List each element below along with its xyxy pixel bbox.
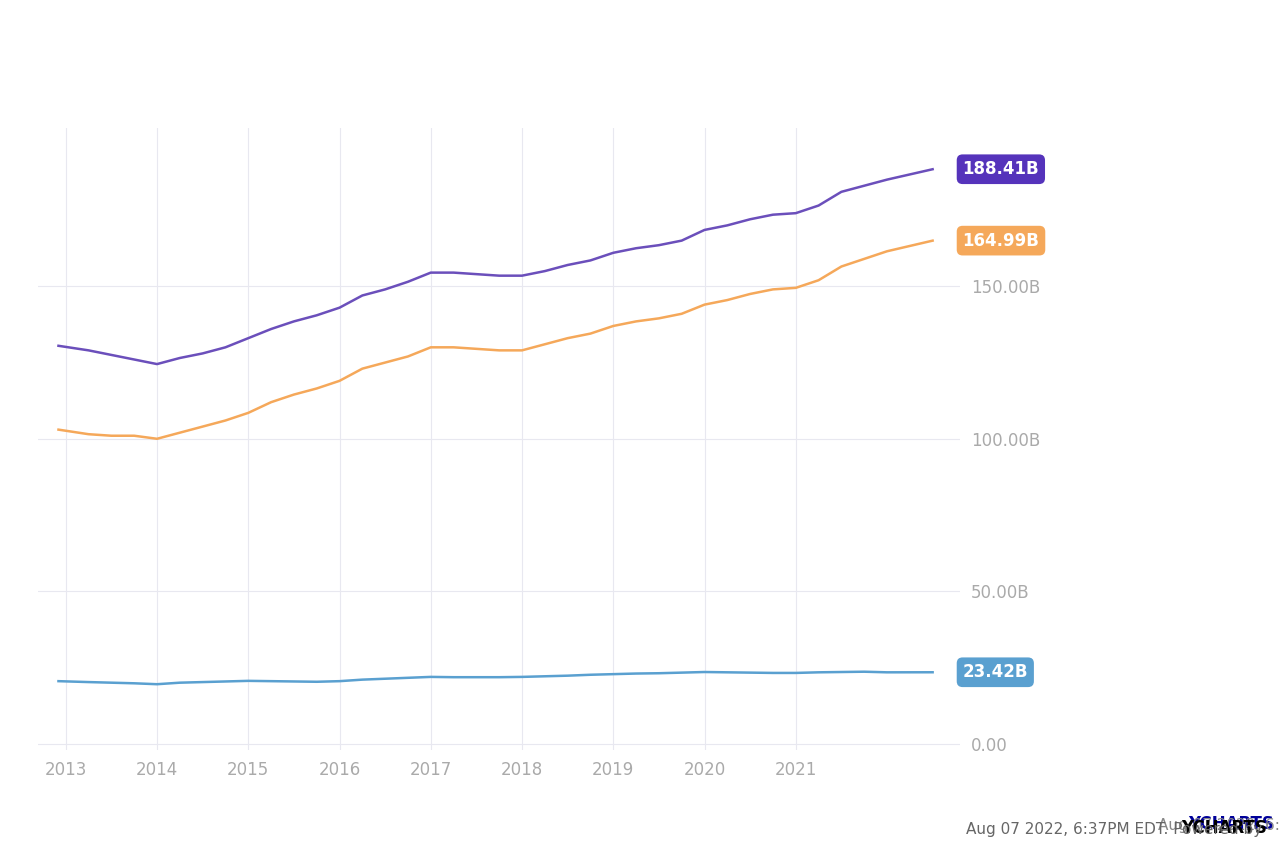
Text: Aug 07 2022, 6:37PM EDT. Powered by: Aug 07 2022, 6:37PM EDT. Powered by: [1158, 818, 1280, 833]
Text: Aug 07 2022, 6:37PM EDT. Powered by: Aug 07 2022, 6:37PM EDT. Powered by: [966, 821, 1267, 837]
Text: YCHARTS: YCHARTS: [1181, 819, 1267, 837]
Text: 164.99B: 164.99B: [963, 232, 1039, 250]
Text: YCHARTS: YCHARTS: [1188, 815, 1274, 833]
Text: 188.41B: 188.41B: [963, 160, 1039, 178]
Text: 23.42B: 23.42B: [963, 663, 1028, 682]
